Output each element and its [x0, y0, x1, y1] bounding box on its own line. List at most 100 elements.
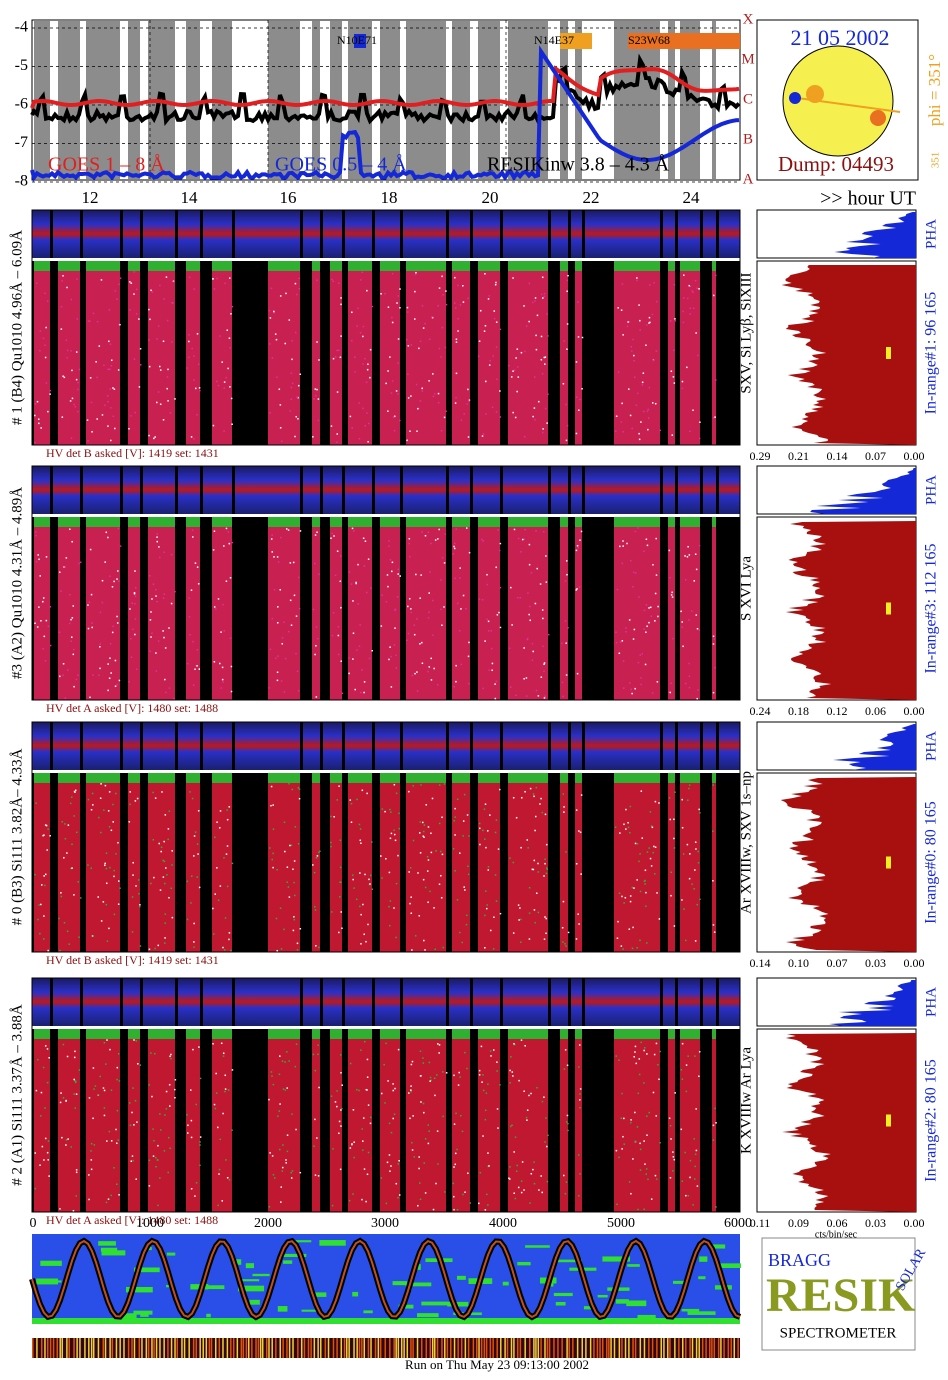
speckle [391, 316, 393, 319]
speckle [293, 594, 296, 597]
spectrogram-edge [575, 261, 582, 271]
speckle [116, 1078, 118, 1081]
speckle [478, 340, 481, 342]
speckle [455, 307, 457, 309]
speckle [290, 624, 293, 626]
speckle [197, 363, 200, 365]
speckle [428, 611, 430, 614]
speckle [217, 598, 220, 600]
strip-gap [446, 210, 449, 258]
speckle [113, 580, 115, 583]
speckle [134, 602, 136, 605]
spectrogram-block [508, 1029, 548, 1212]
speckle [694, 1153, 697, 1156]
speckle [348, 657, 350, 659]
speckle [196, 413, 198, 416]
speckle [712, 879, 714, 882]
speckle [77, 674, 79, 676]
speckle [462, 1193, 464, 1196]
bin-tick-label: 1000 [136, 1216, 164, 1231]
speckle [164, 814, 167, 816]
speckle [615, 1055, 617, 1057]
speckle [478, 598, 481, 600]
speckle [546, 868, 549, 871]
speckle [315, 857, 318, 859]
speckle [412, 839, 415, 842]
count-bar-tick [44, 1338, 46, 1358]
speckle [216, 277, 218, 280]
speckle [398, 812, 400, 815]
speckle [488, 295, 491, 297]
speckle [395, 654, 397, 657]
count-bar-tick [572, 1338, 574, 1358]
speckle [652, 851, 654, 854]
count-bar-tick [268, 1338, 270, 1358]
speckle [510, 586, 512, 589]
speckle [698, 437, 701, 440]
speckle [534, 815, 537, 818]
speckle [528, 282, 531, 285]
speckle [682, 321, 685, 324]
speckle [414, 935, 417, 937]
pha-histogram [810, 468, 916, 514]
speckle [636, 879, 638, 881]
speckle [332, 280, 334, 283]
housekeeping-noise [597, 1294, 608, 1298]
speckle [562, 793, 565, 795]
speckle [535, 334, 537, 337]
count-bar-tick [297, 1338, 299, 1358]
speckle [135, 1178, 137, 1180]
speckle [631, 886, 634, 889]
speckle [486, 904, 488, 906]
speckle [698, 629, 701, 632]
speckle [575, 361, 578, 363]
speckle [440, 897, 443, 899]
speckle [454, 402, 457, 404]
speckle [192, 684, 195, 686]
speckle [422, 1062, 425, 1064]
speckle [441, 326, 444, 329]
speckle [75, 1093, 78, 1095]
housekeeping-noise [100, 1247, 118, 1252]
speckle [77, 410, 79, 413]
speckle [452, 848, 455, 850]
speckle [277, 655, 279, 657]
spectrogram-block [478, 261, 500, 445]
speckle [59, 571, 61, 574]
speckle [531, 301, 534, 304]
speckle [528, 320, 530, 323]
speckle [637, 527, 639, 529]
speckle [288, 319, 291, 321]
speckle [135, 668, 138, 671]
speckle [437, 1163, 439, 1165]
spectrogram-edge [330, 773, 342, 783]
spectrogram-edge [680, 1029, 700, 1039]
speckle [277, 561, 280, 563]
speckle [546, 422, 548, 424]
spectrogram-edge [312, 261, 320, 271]
count-bar-tick [61, 1338, 63, 1358]
spectrogram-edge [560, 773, 568, 783]
count-bar-tick [222, 1338, 224, 1358]
speckle [292, 868, 294, 871]
speckle [437, 1043, 439, 1045]
speckle [668, 549, 671, 552]
speckle [380, 855, 382, 857]
spectrogram-edge [58, 261, 80, 271]
speckle [35, 534, 37, 537]
count-bar-tick [90, 1338, 93, 1358]
count-bar-tick [568, 1338, 570, 1358]
speckle [468, 835, 470, 837]
speckle [102, 1087, 105, 1089]
speckle [129, 1124, 132, 1127]
speckle [199, 1144, 201, 1146]
spectrogram-block [34, 1029, 50, 1212]
speckle [523, 677, 525, 680]
count-bar-tick [215, 1338, 217, 1358]
count-bar-tick [708, 1338, 711, 1358]
speckle [698, 1050, 701, 1053]
spectrogram-block [452, 773, 470, 952]
speckle [157, 640, 160, 642]
speckle [392, 416, 395, 418]
spectrogram-block [712, 773, 716, 952]
